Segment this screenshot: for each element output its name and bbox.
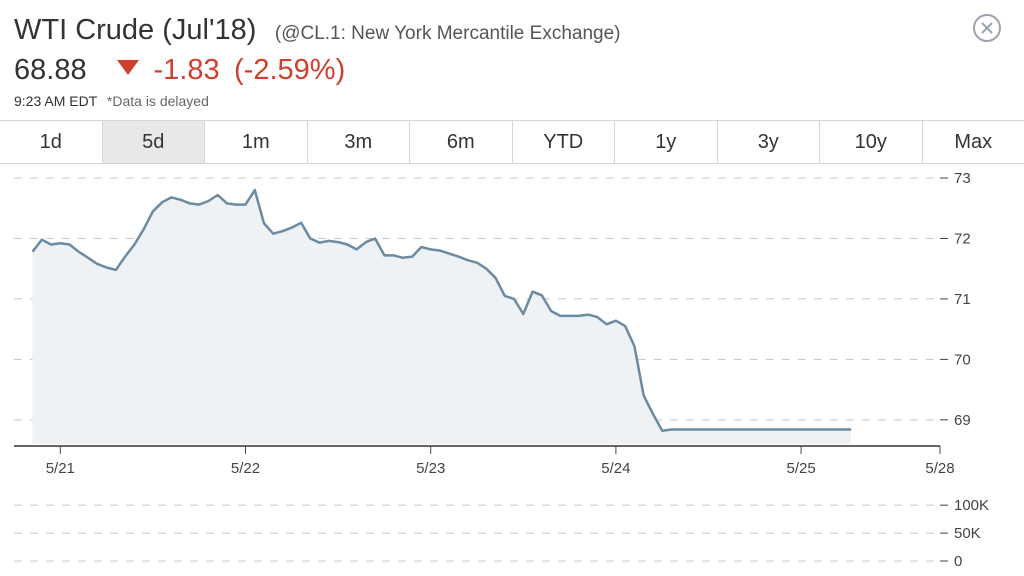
price-axis: 73 72 71 70 69 xyxy=(940,170,971,429)
last-price: 68.88 xyxy=(14,54,87,86)
close-button[interactable] xyxy=(973,14,1001,42)
tab-5d[interactable]: 5d xyxy=(102,121,205,163)
x-tick-label: 5/25 xyxy=(786,460,815,477)
price-tick-label: 69 xyxy=(954,412,971,429)
x-tick-label: 5/21 xyxy=(46,460,75,477)
price-gridlines xyxy=(14,177,940,421)
close-circle-icon xyxy=(973,14,1001,42)
quote-header: WTI Crude (Jul'18) (@CL.1: New York Merc… xyxy=(0,0,1024,120)
x-axis: 5/21 5/22 5/23 5/24 5/25 5/28 xyxy=(46,446,955,477)
price-area-fill xyxy=(32,190,852,444)
price-line xyxy=(31,188,852,432)
instrument-title: WTI Crude (Jul'18) xyxy=(14,14,257,46)
volume-gridlines xyxy=(14,504,940,562)
price-tick-label: 71 xyxy=(954,291,971,308)
price-tick-label: 70 xyxy=(954,351,971,368)
tab-1d[interactable]: 1d xyxy=(0,121,103,163)
x-tick-label: 5/23 xyxy=(416,460,445,477)
quote-time: 9:23 AM EDT xyxy=(14,93,98,109)
price-area xyxy=(31,188,852,444)
tab-ytd[interactable]: YTD xyxy=(513,121,615,163)
meta-row: 9:23 AM EDT *Data is delayed xyxy=(14,93,209,109)
price-chart: 73 72 71 70 69 5/21 5/22 5/23 5/24 5/25 5/28 100K… xyxy=(14,170,989,570)
price-change-percent: (-2.59%) xyxy=(234,54,346,86)
tab-1y[interactable]: 1y xyxy=(615,121,718,163)
volume-tick-label: 100K xyxy=(954,497,989,514)
delayed-note: *Data is delayed xyxy=(106,93,209,109)
quote-row: 68.88 -1.83 (-2.59%) xyxy=(14,54,345,87)
tab-6m[interactable]: 6m xyxy=(410,121,513,163)
tab-1m[interactable]: 1m xyxy=(205,121,308,163)
x-tick-label: 5/22 xyxy=(231,460,260,477)
volume-axis: 100K 50K 0 xyxy=(940,497,989,570)
x-tick-label: 5/24 xyxy=(601,460,630,477)
volume-tick-label: 50K xyxy=(954,525,981,542)
range-tabs: 1d 5d 1m 3m 6m YTD 1y 3y 10y Max xyxy=(0,120,1024,164)
tab-3y[interactable]: 3y xyxy=(718,121,820,163)
instrument-subtitle: (@CL.1: New York Mercantile Exchange) xyxy=(274,23,621,44)
title-row: WTI Crude (Jul'18) (@CL.1: New York Merc… xyxy=(14,14,620,47)
price-tick-label: 73 xyxy=(954,170,971,187)
x-tick-label: 5/28 xyxy=(925,460,954,477)
tab-max[interactable]: Max xyxy=(954,130,993,153)
volume-tick-label: 0 xyxy=(954,553,962,570)
price-change: -1.83 xyxy=(153,54,220,86)
price-tick-label: 72 xyxy=(954,230,971,247)
tab-10y[interactable]: 10y xyxy=(820,121,923,163)
down-arrow-icon xyxy=(117,60,140,75)
tab-3m[interactable]: 3m xyxy=(308,121,410,163)
